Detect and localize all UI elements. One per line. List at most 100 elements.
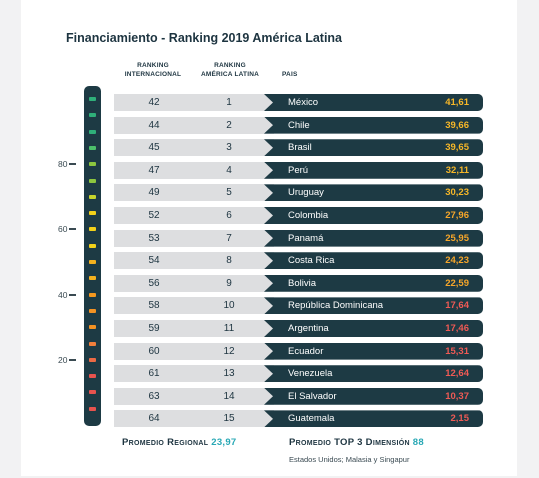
country-score: 10,37 xyxy=(445,390,469,402)
scale-dot xyxy=(89,178,96,183)
scale-dot xyxy=(89,97,96,101)
country-name: El Salvador xyxy=(288,390,337,402)
rank-internacional: 63 xyxy=(148,390,160,402)
rank-internacional: 58 xyxy=(148,300,160,312)
rank-cell: 45 3 xyxy=(114,139,274,157)
table-row: 52 6 Colombia 27,96 xyxy=(114,207,483,224)
rank-cell: 64 15 xyxy=(114,410,274,428)
table-row: 42 1 México 41,61 xyxy=(114,94,483,111)
country-score: 24,23 xyxy=(445,255,469,267)
country-score: 39,66 xyxy=(445,119,469,131)
country-name: México xyxy=(288,97,319,108)
rank-internacional: 52 xyxy=(148,210,160,221)
rank-cell: 63 14 xyxy=(114,387,274,405)
scale-dot xyxy=(89,374,96,379)
promedio-regional-value: 23,97 xyxy=(211,437,237,448)
rank-america-latina: 9 xyxy=(226,277,232,289)
country-name: Chile xyxy=(288,119,310,131)
rank-cell: 61 13 xyxy=(114,365,274,383)
scale-dot xyxy=(89,390,96,395)
country-score: 32,11 xyxy=(445,164,469,176)
rank-america-latina: 10 xyxy=(223,300,235,312)
table-row: 44 2 Chile 39,66 xyxy=(114,116,483,134)
rank-internacional: 42 xyxy=(148,97,160,108)
rank-internacional: 49 xyxy=(148,187,160,199)
scale-dot xyxy=(89,162,96,167)
table-row: 60 12 Ecuador 15,31 xyxy=(114,342,483,360)
table-row: 45 3 Brasil 39,65 xyxy=(114,139,483,157)
country-name: Bolivia xyxy=(288,277,316,289)
scale-dot xyxy=(89,260,96,264)
rank-cell: 47 4 xyxy=(114,161,274,179)
rank-internacional: 54 xyxy=(148,255,160,267)
rank-cell: 52 6 xyxy=(114,207,274,224)
top3-countries-note: Estados Unidos; Malasia y Singapur xyxy=(289,455,410,464)
country-cell: Ecuador 15,31 xyxy=(264,342,483,360)
country-score: 25,95 xyxy=(445,232,469,244)
country-score: 17,46 xyxy=(445,323,469,334)
rank-internacional: 60 xyxy=(148,345,160,357)
rank-america-latina: 12 xyxy=(223,345,235,357)
header-pais: PAIS xyxy=(282,71,298,78)
header-lat-line1: RANKING xyxy=(214,62,246,69)
country-score: 17,64 xyxy=(445,300,469,312)
country-score: 2,15 xyxy=(450,413,470,425)
country-score: 41,61 xyxy=(445,97,469,108)
rank-internacional: 56 xyxy=(148,277,160,289)
scale-dot xyxy=(89,325,96,330)
rank-america-latina: 8 xyxy=(226,255,232,267)
rank-america-latina: 2 xyxy=(226,119,232,131)
promedio-regional-label: Promedio Regional xyxy=(122,437,209,448)
header-lat-line2: AMÉRICA LATINA xyxy=(200,71,260,78)
country-cell: Panamá 25,95 xyxy=(264,229,483,247)
rank-internacional: 53 xyxy=(148,232,160,244)
country-cell: Bolivia 22,59 xyxy=(264,274,483,292)
scale-dot xyxy=(89,357,96,362)
country-score: 30,23 xyxy=(445,187,469,199)
scale-dot xyxy=(89,341,96,346)
scale-dot xyxy=(89,276,96,281)
country-score: 15,31 xyxy=(445,345,469,357)
page-title: Financiamiento - Ranking 2019 América La… xyxy=(66,31,343,45)
rank-america-latina: 11 xyxy=(223,323,235,334)
scale-dot xyxy=(89,227,96,232)
country-name: Uruguay xyxy=(288,187,324,199)
rank-america-latina: 1 xyxy=(226,97,232,108)
promedio-top3-label: Promedio TOP 3 Dimensión xyxy=(289,437,410,448)
scale-tick-label: 40 xyxy=(58,290,76,300)
rank-internacional: 44 xyxy=(148,119,160,131)
country-name: República Dominicana xyxy=(288,300,384,312)
rank-america-latina: 13 xyxy=(223,368,235,380)
table-row: 63 14 El Salvador 10,37 xyxy=(114,387,483,405)
rank-cell: 60 12 xyxy=(114,342,274,360)
country-cell: Costa Rica 24,23 xyxy=(264,252,483,270)
country-cell: Chile 39,66 xyxy=(264,116,483,134)
promedio-top3: Promedio TOP 3 Dimensión 88 xyxy=(289,437,424,448)
country-cell: El Salvador 10,37 xyxy=(264,387,483,405)
header-ranking-america-latina: RANKING AMÉRICA LATINA xyxy=(190,61,270,79)
country-cell: México 41,61 xyxy=(264,94,483,111)
header-ranking-internacional: RANKING INTERNACIONAL xyxy=(112,61,194,79)
table-row: 64 15 Guatemala 2,15 xyxy=(114,410,483,428)
rank-america-latina: 7 xyxy=(226,232,232,244)
promedio-top3-value: 88 xyxy=(412,437,424,448)
rank-america-latina: 4 xyxy=(226,164,232,176)
scale-tick-label: 20 xyxy=(58,355,76,365)
table-row: 61 13 Venezuela 12,64 xyxy=(114,365,483,383)
scale-dot xyxy=(89,129,96,134)
rank-cell: 54 8 xyxy=(114,252,274,270)
table-row: 58 10 República Dominicana 17,64 xyxy=(114,297,483,315)
country-name: Costa Rica xyxy=(288,255,335,267)
rank-cell: 58 10 xyxy=(114,297,274,315)
scale-tick-label: 60 xyxy=(58,224,76,234)
rank-cell: 53 7 xyxy=(114,229,274,247)
rank-internacional: 64 xyxy=(148,413,160,425)
rank-america-latina: 3 xyxy=(226,142,232,154)
country-cell: Argentina 17,46 xyxy=(264,320,483,337)
table-row: 59 11 Argentina 17,46 xyxy=(114,320,483,337)
header-intl-line2: INTERNACIONAL xyxy=(124,71,182,78)
rank-internacional: 47 xyxy=(148,164,160,176)
scale-dot xyxy=(89,145,96,150)
table-row: 54 8 Costa Rica 24,23 xyxy=(114,252,483,270)
promedio-regional: Promedio Regional 23,97 xyxy=(122,437,237,448)
